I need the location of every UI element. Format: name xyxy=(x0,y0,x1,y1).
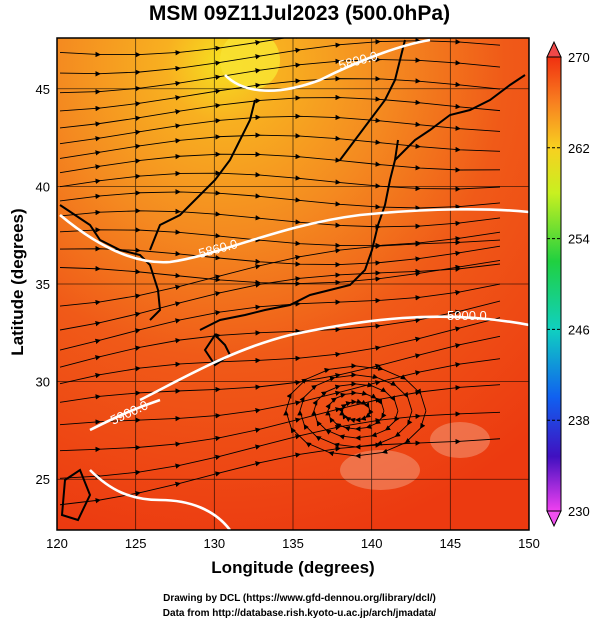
x-tick-label: 145 xyxy=(439,536,461,551)
credit-drawing: Drawing by DCL (https://www.gfd-dennou.o… xyxy=(163,593,436,604)
colorbar-min-arrow xyxy=(546,510,562,528)
x-tick-label: 130 xyxy=(203,536,225,551)
colorbar-tick-label: 270 xyxy=(568,50,590,65)
streamline xyxy=(283,363,427,459)
x-ticks: 120 125 130 135 140 145 150 xyxy=(46,536,540,551)
x-tick-label: 140 xyxy=(361,536,383,551)
streamline xyxy=(59,151,501,174)
x-axis-label: Longitude (degrees) xyxy=(211,558,375,577)
colorbar-tick-label: 262 xyxy=(568,141,590,156)
y-tick-label: 45 xyxy=(36,82,50,97)
plot-area xyxy=(57,38,529,530)
streamline xyxy=(59,189,501,211)
credit-data: Data from http://database.rish.kyoto-u.a… xyxy=(162,608,437,619)
colorbar-max-arrow xyxy=(546,40,562,58)
x-tick-label: 135 xyxy=(282,536,304,551)
colorbar-tick-label: 254 xyxy=(568,232,590,247)
x-tick-label: 125 xyxy=(125,536,147,551)
coastlines xyxy=(59,39,526,522)
y-tick-label: 40 xyxy=(36,179,50,194)
height-contours xyxy=(59,38,529,530)
streamline xyxy=(59,438,501,506)
colorbar-tick-label: 238 xyxy=(568,413,590,428)
contour-label: 5900.0 xyxy=(447,308,487,323)
y-tick-label: 35 xyxy=(36,277,50,292)
map-title: MSM 09Z11Jul2023 (500.0hPa) xyxy=(148,2,451,25)
streamline xyxy=(59,208,501,230)
x-tick-label: 120 xyxy=(46,536,68,551)
y-ticks: 25 30 35 40 45 xyxy=(36,82,50,487)
colorbar-tick-label: 230 xyxy=(568,504,590,519)
x-tick-label: 150 xyxy=(518,536,540,551)
streamline xyxy=(59,132,501,159)
colorbar-tick-label: 246 xyxy=(568,322,590,337)
y-tick-label: 30 xyxy=(36,375,50,390)
streamline xyxy=(59,170,501,192)
plot-frame xyxy=(56,37,530,531)
y-tick-label: 25 xyxy=(36,472,50,487)
colorbar: 270 262 254 246 238 230 xyxy=(546,40,590,528)
